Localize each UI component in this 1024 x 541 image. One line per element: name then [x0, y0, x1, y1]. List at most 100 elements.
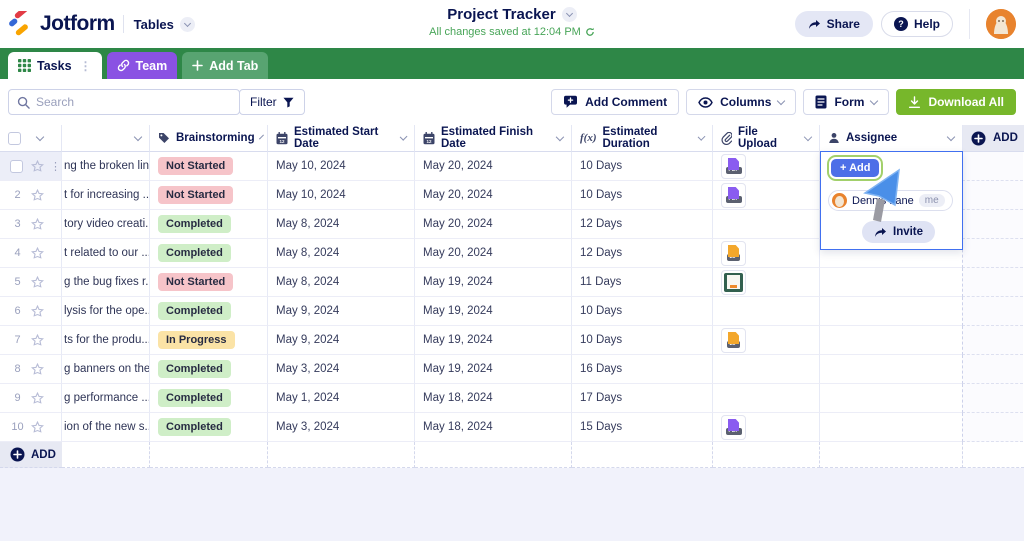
status-cell[interactable]: In Progress [150, 326, 268, 355]
duration-cell[interactable]: 11 Days [572, 268, 713, 297]
row-select-cell[interactable]: 7 ⋮ [0, 326, 62, 355]
file-upload-cell[interactable] [713, 384, 820, 413]
status-cell[interactable]: Completed [150, 239, 268, 268]
start-date-cell[interactable]: May 3, 2024 [268, 413, 415, 442]
assignee-cell[interactable] [820, 297, 963, 326]
start-date-cell[interactable]: May 10, 2024 [268, 181, 415, 210]
columns-button[interactable]: Columns [686, 89, 797, 115]
search-input[interactable] [36, 95, 231, 109]
start-date-cell[interactable]: May 3, 2024 [268, 355, 415, 384]
row-select-cell[interactable]: 10 ⋮ [0, 413, 62, 442]
file-attachment[interactable]: PDF [721, 182, 746, 208]
table-row[interactable]: 3 ⋮ tory video creati... Completed May 8… [0, 210, 1024, 239]
table-row[interactable]: 9 ⋮ g performance ... Completed May 1, 2… [0, 384, 1024, 413]
table-row[interactable]: 2 ⋮ t for increasing ... Not Started May… [0, 181, 1024, 210]
star-icon[interactable] [31, 275, 44, 289]
row-select-cell[interactable]: 3 ⋮ [0, 210, 62, 239]
status-cell[interactable]: Completed [150, 210, 268, 239]
task-name-cell[interactable]: t for increasing ... [62, 181, 150, 210]
column-header-task-name[interactable] [62, 125, 150, 152]
share-button[interactable]: Share [794, 11, 873, 37]
column-header-assignee[interactable]: Assignee [820, 125, 963, 152]
duration-cell[interactable]: 10 Days [572, 152, 713, 181]
invite-button[interactable]: Invite [862, 221, 936, 243]
row-select-cell[interactable]: 4 ⋮ [0, 239, 62, 268]
product-dropdown[interactable] [179, 16, 195, 32]
start-date-cell[interactable]: May 8, 2024 [268, 210, 415, 239]
help-button[interactable]: ? Help [880, 11, 953, 37]
filter-button[interactable]: Filter [239, 89, 305, 115]
file-upload-cell[interactable]: ZIP [713, 239, 820, 268]
task-name-cell[interactable]: ng the broken lin... [62, 152, 150, 181]
start-date-cell[interactable]: May 8, 2024 [268, 239, 415, 268]
row-select-cell[interactable]: 8 ⋮ [0, 355, 62, 384]
status-cell[interactable]: Completed [150, 413, 268, 442]
file-attachment[interactable]: ZIP [721, 327, 746, 353]
assignee-cell[interactable] [820, 355, 963, 384]
start-date-cell[interactable]: May 10, 2024 [268, 152, 415, 181]
duration-cell[interactable]: 10 Days [572, 326, 713, 355]
tab-team[interactable]: Team [106, 52, 178, 79]
user-avatar[interactable] [986, 9, 1016, 39]
assignee-cell[interactable] [820, 384, 963, 413]
start-date-cell[interactable]: May 1, 2024 [268, 384, 415, 413]
column-header-estimated-finish-date[interactable]: 12 Estimated Finish Date [415, 125, 572, 152]
finish-date-cell[interactable]: May 20, 2024 [415, 210, 572, 239]
star-icon[interactable] [31, 217, 44, 231]
assignee-cell[interactable] [820, 326, 963, 355]
assignee-user-option[interactable]: Dennis Lane me [828, 190, 953, 211]
search-box[interactable] [8, 89, 240, 115]
row-checkbox[interactable] [10, 159, 23, 173]
status-cell[interactable]: Completed [150, 355, 268, 384]
row-select-cell[interactable]: 9 ⋮ [0, 384, 62, 413]
file-upload-cell[interactable] [713, 268, 820, 297]
column-header-estimated-duration[interactable]: f(x) Estimated Duration [572, 125, 713, 152]
status-cell[interactable]: Not Started [150, 181, 268, 210]
finish-date-cell[interactable]: May 18, 2024 [415, 413, 572, 442]
task-name-cell[interactable]: g the bug fixes r... [62, 268, 150, 297]
file-attachment[interactable]: ZIP [721, 240, 746, 266]
select-all-checkbox[interactable] [8, 131, 21, 145]
table-row[interactable]: 10 ⋮ ion of the new s... Completed May 3… [0, 413, 1024, 442]
finish-date-cell[interactable]: May 19, 2024 [415, 297, 572, 326]
row-menu-dots-icon[interactable]: ⋮ [50, 160, 61, 173]
status-cell[interactable]: Completed [150, 384, 268, 413]
table-row[interactable]: 5 ⋮ g the bug fixes r... Not Started May… [0, 268, 1024, 297]
task-name-cell[interactable]: g banners on the... [62, 355, 150, 384]
task-name-cell[interactable]: ion of the new s... [62, 413, 150, 442]
row-select-cell[interactable]: 2 ⋮ [0, 181, 62, 210]
duration-cell[interactable]: 10 Days [572, 181, 713, 210]
duration-cell[interactable]: 15 Days [572, 413, 713, 442]
star-icon[interactable] [31, 246, 44, 260]
star-icon[interactable] [31, 391, 44, 405]
file-upload-cell[interactable]: PDF [713, 152, 820, 181]
file-attachment[interactable]: PDF [721, 414, 746, 440]
tab-tasks[interactable]: Tasks ⋮ [8, 52, 102, 79]
finish-date-cell[interactable]: May 20, 2024 [415, 239, 572, 268]
row-select-cell[interactable]: 5 ⋮ [0, 268, 62, 297]
duration-cell[interactable]: 10 Days [572, 297, 713, 326]
task-name-cell[interactable]: ts for the produ... [62, 326, 150, 355]
status-cell[interactable]: Completed [150, 297, 268, 326]
finish-date-cell[interactable]: May 18, 2024 [415, 384, 572, 413]
file-upload-cell[interactable]: ZIP [713, 326, 820, 355]
download-all-button[interactable]: Download All [896, 89, 1016, 115]
add-comment-button[interactable]: Add Comment [551, 89, 680, 115]
add-column-button[interactable]: ADD [963, 125, 1024, 152]
finish-date-cell[interactable]: May 19, 2024 [415, 355, 572, 384]
table-row[interactable]: 7 ⋮ ts for the produ... In Progress May … [0, 326, 1024, 355]
select-all-header[interactable] [0, 125, 62, 152]
start-date-cell[interactable]: May 9, 2024 [268, 326, 415, 355]
column-header-brainstorming[interactable]: Brainstorming [150, 125, 268, 152]
file-upload-cell[interactable] [713, 355, 820, 384]
jotform-logo[interactable]: Jotform [8, 11, 115, 37]
finish-date-cell[interactable]: May 20, 2024 [415, 181, 572, 210]
assignee-add-button[interactable]: + Add [831, 159, 880, 177]
duration-cell[interactable]: 12 Days [572, 210, 713, 239]
form-button[interactable]: Form [803, 89, 890, 115]
finish-date-cell[interactable]: May 20, 2024 [415, 152, 572, 181]
status-cell[interactable]: Not Started [150, 268, 268, 297]
file-attachment[interactable] [721, 269, 746, 295]
table-row[interactable]: 4 ⋮ t related to our ... Completed May 8… [0, 239, 1024, 268]
file-upload-cell[interactable] [713, 210, 820, 239]
